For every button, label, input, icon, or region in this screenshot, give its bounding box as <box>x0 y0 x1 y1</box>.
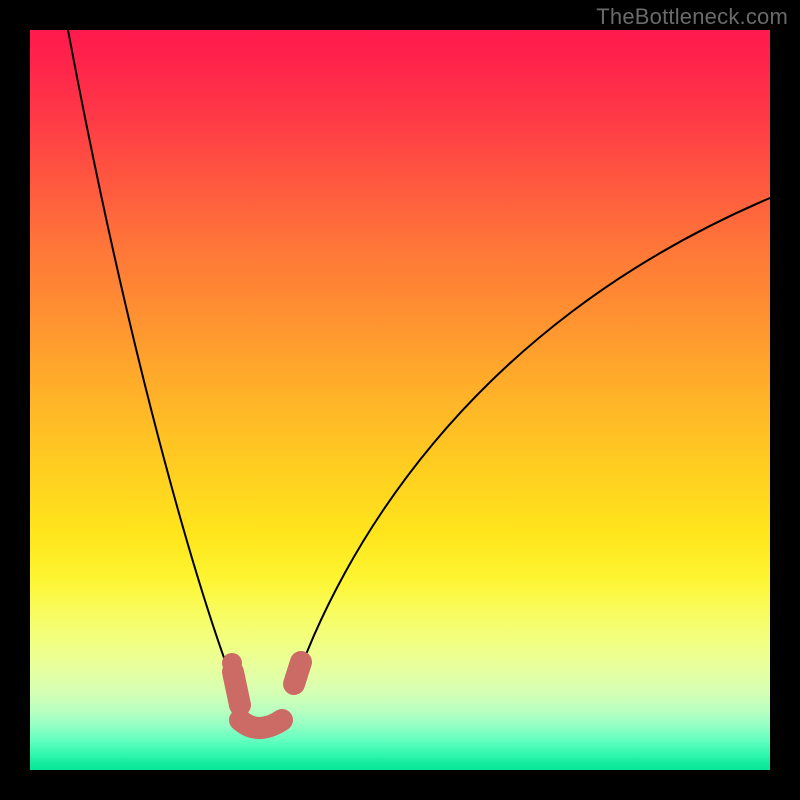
highlight-left-tick <box>233 672 240 705</box>
gradient-background <box>30 30 770 770</box>
watermark-text: TheBottleneck.com <box>596 4 788 30</box>
highlight-right-tick <box>294 662 301 684</box>
chart-canvas: TheBottleneck.com <box>0 0 800 800</box>
highlight-u-base <box>240 720 282 728</box>
chart-svg <box>0 0 800 800</box>
